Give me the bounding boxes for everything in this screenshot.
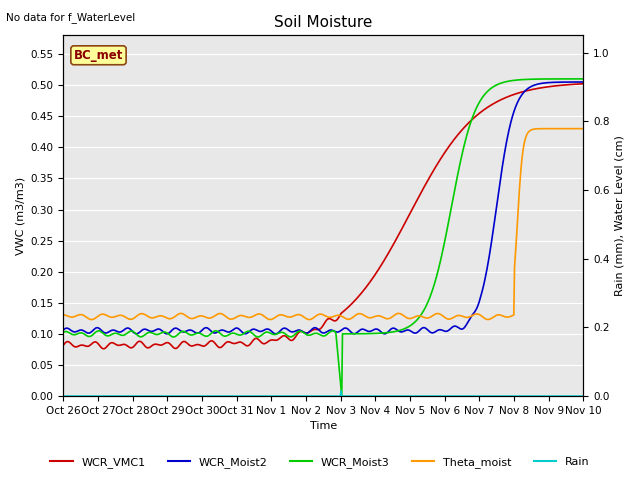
X-axis label: Time: Time — [310, 421, 337, 432]
Title: Soil Moisture: Soil Moisture — [274, 15, 372, 30]
Legend: WCR_VMC1, WCR_Moist2, WCR_Moist3, Theta_moist, Rain: WCR_VMC1, WCR_Moist2, WCR_Moist3, Theta_… — [46, 452, 594, 472]
Text: BC_met: BC_met — [74, 49, 123, 62]
Y-axis label: Rain (mm), Water Level (cm): Rain (mm), Water Level (cm) — [615, 135, 625, 296]
Text: No data for f_WaterLevel: No data for f_WaterLevel — [6, 12, 136, 23]
Y-axis label: VWC (m3/m3): VWC (m3/m3) — [15, 177, 25, 255]
